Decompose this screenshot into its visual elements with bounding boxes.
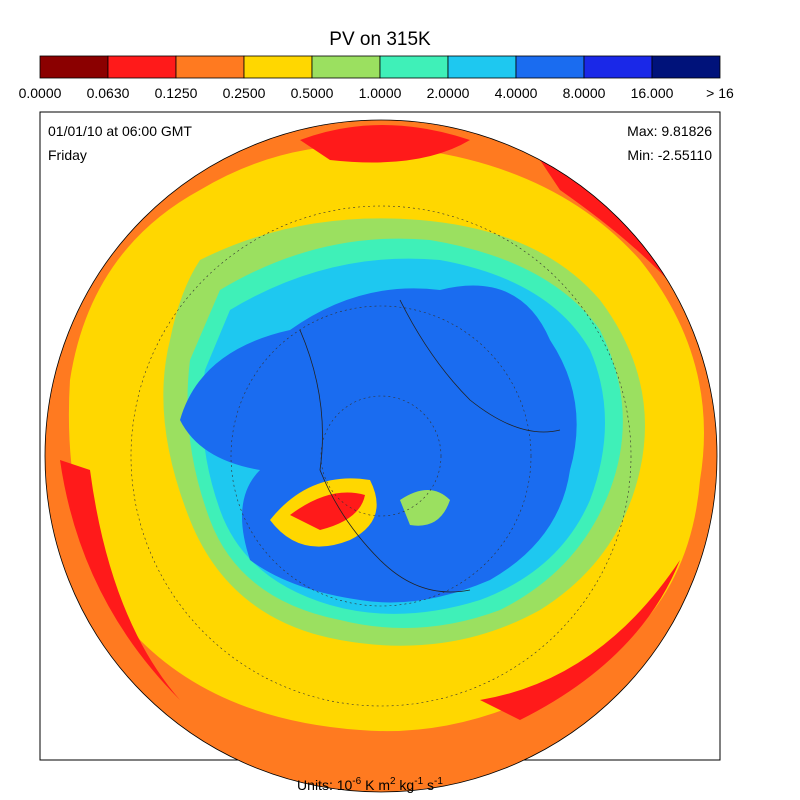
colorbar-label: > 16 — [706, 85, 734, 101]
colorbar-swatch — [447, 55, 517, 79]
units-text: kg — [396, 777, 415, 793]
min-label: Min: -2.55110 — [627, 147, 712, 163]
colorbar-swatch — [379, 55, 449, 79]
title: PV on 315K — [329, 29, 431, 50]
colorbar-swatch — [107, 55, 177, 79]
units-text: Units: 10 — [297, 777, 352, 793]
colorbar: 0.0000 0.0630 0.1250 0.2500 0.5000 1.0000 2.00… — [19, 55, 734, 101]
colorbar-swatch — [583, 55, 653, 79]
colorbar-swatch — [651, 55, 721, 79]
colorbar-label: 0.5000 — [291, 85, 334, 101]
units-superscript: 2 — [390, 776, 396, 787]
colorbar-swatch — [39, 55, 109, 79]
colorbar-label: 2.0000 — [427, 85, 470, 101]
colorbar-swatch — [515, 55, 585, 79]
colorbar-label: 0.0630 — [87, 85, 130, 101]
day-label: Friday — [48, 147, 87, 163]
colorbar-label: 8.0000 — [563, 85, 606, 101]
units-label: Units: 10-6 K m2 kg-1 s-1 — [297, 776, 443, 793]
date-label: 01/01/10 at 06:00 GMT — [48, 123, 192, 139]
units-superscript: -1 — [414, 776, 423, 787]
colorbar-swatch — [243, 55, 313, 79]
colorbar-label: 1.0000 — [359, 85, 402, 101]
colorbar-label: 0.0000 — [19, 85, 62, 101]
units-superscript: -1 — [434, 776, 443, 787]
colorbar-label: 0.1250 — [155, 85, 198, 101]
colorbar-swatch — [175, 55, 245, 79]
colorbar-swatch — [311, 55, 381, 79]
colorbar-label: 4.0000 — [495, 85, 538, 101]
max-label: Max: 9.81826 — [627, 123, 712, 139]
units-text: s — [423, 777, 434, 793]
colorbar-label: 0.2500 — [223, 85, 266, 101]
map-boundary — [44, 119, 718, 793]
colorbar-label: 16.000 — [631, 85, 674, 101]
units-text: K m — [361, 777, 390, 793]
map-field — [45, 120, 717, 792]
units-superscript: -6 — [352, 776, 361, 787]
